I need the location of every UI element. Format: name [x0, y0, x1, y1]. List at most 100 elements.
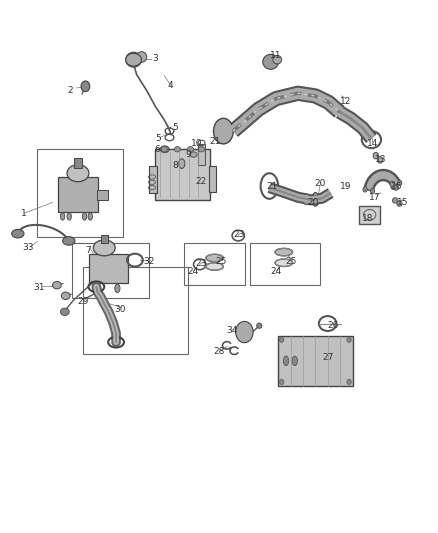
- Polygon shape: [365, 171, 399, 191]
- Ellipse shape: [206, 254, 223, 262]
- Bar: [97, 190, 108, 200]
- Ellipse shape: [198, 147, 205, 152]
- Ellipse shape: [67, 165, 89, 182]
- Ellipse shape: [63, 237, 75, 245]
- Ellipse shape: [61, 292, 70, 300]
- Ellipse shape: [179, 159, 185, 168]
- Text: 29: 29: [78, 297, 89, 305]
- Text: 3: 3: [152, 54, 159, 63]
- Ellipse shape: [115, 284, 120, 293]
- Ellipse shape: [187, 147, 194, 152]
- Ellipse shape: [190, 152, 197, 157]
- Text: 9: 9: [185, 150, 191, 159]
- Ellipse shape: [67, 213, 71, 220]
- Text: 23: 23: [196, 260, 207, 268]
- Text: 14: 14: [367, 140, 378, 148]
- Ellipse shape: [93, 240, 115, 256]
- Ellipse shape: [347, 337, 351, 342]
- Ellipse shape: [303, 194, 310, 205]
- Ellipse shape: [257, 323, 262, 328]
- Ellipse shape: [275, 259, 293, 266]
- Ellipse shape: [392, 198, 398, 203]
- Text: 10: 10: [191, 140, 203, 148]
- Text: 5: 5: [155, 134, 161, 143]
- Bar: [250, 243, 320, 285]
- Ellipse shape: [393, 185, 399, 190]
- Text: 5: 5: [172, 124, 178, 132]
- Ellipse shape: [126, 52, 141, 67]
- Ellipse shape: [12, 229, 24, 238]
- Text: 30: 30: [115, 305, 126, 313]
- Ellipse shape: [93, 284, 98, 293]
- Bar: [37, 149, 123, 237]
- Text: 1: 1: [21, 209, 27, 217]
- Bar: [149, 166, 157, 193]
- Text: 31: 31: [34, 284, 45, 292]
- Ellipse shape: [275, 248, 293, 256]
- Ellipse shape: [313, 192, 318, 198]
- Text: 24: 24: [270, 268, 282, 276]
- Text: 22: 22: [196, 177, 207, 185]
- Ellipse shape: [126, 53, 141, 66]
- Ellipse shape: [363, 187, 367, 192]
- Ellipse shape: [292, 356, 297, 366]
- Text: 12: 12: [340, 97, 352, 106]
- Bar: [359, 206, 380, 224]
- Text: 21: 21: [209, 137, 220, 146]
- Ellipse shape: [53, 281, 61, 289]
- Ellipse shape: [378, 157, 383, 163]
- Text: 33: 33: [23, 244, 34, 252]
- Ellipse shape: [82, 213, 87, 220]
- Ellipse shape: [60, 308, 69, 316]
- Ellipse shape: [391, 184, 395, 190]
- Text: 4: 4: [168, 81, 173, 90]
- Text: 8: 8: [172, 161, 178, 169]
- Text: 20: 20: [314, 180, 325, 188]
- Ellipse shape: [273, 55, 282, 64]
- Bar: [58, 177, 98, 212]
- Text: 7: 7: [85, 246, 91, 255]
- Bar: [89, 254, 128, 283]
- Ellipse shape: [81, 81, 90, 92]
- Ellipse shape: [263, 54, 279, 69]
- Text: 25: 25: [286, 257, 297, 265]
- Ellipse shape: [136, 52, 147, 62]
- Bar: [278, 336, 353, 386]
- Text: 20: 20: [307, 198, 319, 207]
- Ellipse shape: [161, 147, 167, 152]
- Ellipse shape: [88, 213, 92, 220]
- Text: 27: 27: [323, 353, 334, 361]
- Text: 11: 11: [270, 52, 282, 60]
- Ellipse shape: [279, 337, 284, 342]
- Ellipse shape: [283, 356, 289, 366]
- Text: 25: 25: [215, 257, 227, 265]
- Text: 6: 6: [155, 145, 161, 154]
- Polygon shape: [155, 149, 210, 200]
- Bar: [83, 266, 188, 354]
- Ellipse shape: [390, 181, 395, 187]
- Text: 13: 13: [375, 156, 387, 164]
- Text: 24: 24: [187, 268, 198, 276]
- Ellipse shape: [347, 379, 351, 385]
- Ellipse shape: [236, 321, 253, 343]
- Text: 32: 32: [143, 257, 155, 265]
- Text: 19: 19: [340, 182, 352, 191]
- Text: 17: 17: [369, 193, 380, 201]
- Bar: [198, 144, 205, 165]
- Text: 23: 23: [233, 230, 244, 239]
- Ellipse shape: [206, 263, 223, 270]
- Ellipse shape: [312, 195, 319, 206]
- Text: 15: 15: [397, 198, 409, 207]
- Bar: [209, 166, 216, 192]
- Ellipse shape: [370, 188, 374, 193]
- Bar: [184, 243, 245, 285]
- Ellipse shape: [60, 213, 65, 220]
- Bar: [101, 235, 108, 243]
- Text: 34: 34: [226, 326, 238, 335]
- Ellipse shape: [397, 180, 402, 185]
- Text: 26: 26: [327, 321, 339, 329]
- Ellipse shape: [313, 201, 318, 206]
- Ellipse shape: [373, 152, 378, 159]
- Text: 18: 18: [362, 214, 374, 223]
- Bar: [72, 243, 149, 298]
